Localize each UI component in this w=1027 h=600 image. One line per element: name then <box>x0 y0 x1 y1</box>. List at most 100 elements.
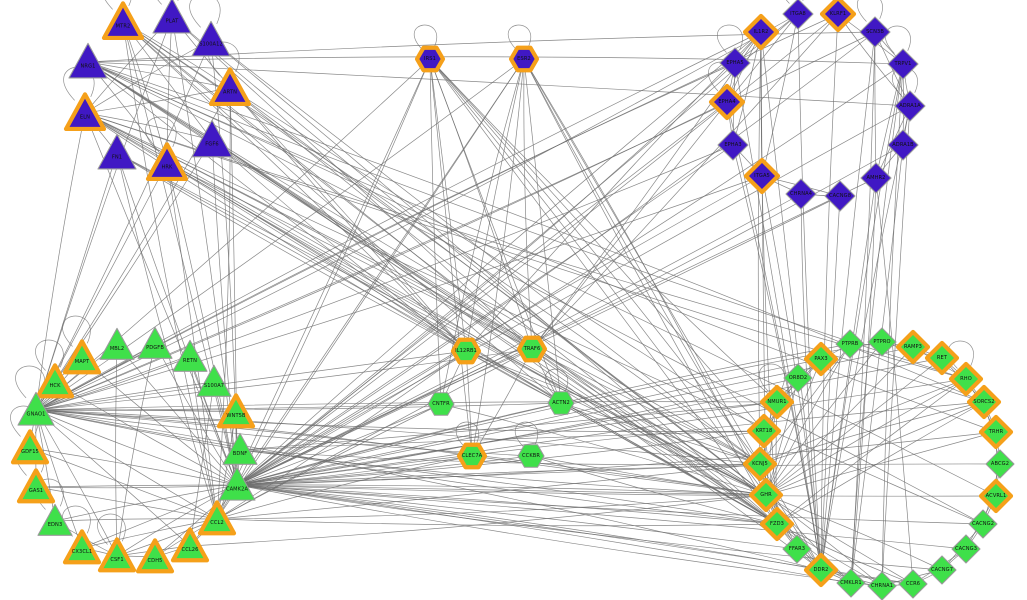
graph-node-epha5[interactable]: EPHA5 <box>716 44 754 82</box>
graph-node-esr2[interactable]: ESR2 <box>507 42 541 76</box>
graph-node-cdh5[interactable]: CDH5 <box>134 537 176 577</box>
node-shape-triangle <box>97 537 137 573</box>
edge <box>523 58 778 525</box>
node-shape-diamond <box>859 16 891 48</box>
graph-node-cacng8[interactable]: CACNG8 <box>821 177 859 215</box>
node-shape-triangle <box>62 529 102 565</box>
graph-node-amhr2[interactable]: AMHR2 <box>857 159 895 197</box>
edge <box>236 31 876 486</box>
edge <box>166 162 533 350</box>
graph-node-mtr2[interactable]: MTR2 <box>100 0 146 43</box>
edge <box>236 401 985 486</box>
graph-node-chrna4[interactable]: CHRNA4 <box>782 175 820 213</box>
graph-node-hrk[interactable]: HRK <box>144 141 190 184</box>
graph-node-nrg1[interactable]: NRG1 <box>65 40 111 83</box>
node-shape-diamond <box>860 162 892 194</box>
edge <box>35 401 778 411</box>
edge <box>35 101 728 411</box>
node-shape-diamond <box>759 384 795 420</box>
graph-node-gdf15[interactable]: GDF15 <box>9 428 51 468</box>
edge <box>850 63 904 584</box>
graph-node-wnt5b[interactable]: WNT5B <box>215 392 257 432</box>
edge <box>440 403 767 496</box>
node-shape-triangle <box>16 468 56 504</box>
graph-node-fn1[interactable]: FN1 <box>94 131 140 174</box>
graph-node-artn[interactable]: ARTN <box>207 66 253 109</box>
edge <box>531 348 767 496</box>
node-shape-diamond <box>708 83 746 121</box>
graph-node-traf6[interactable]: TRAF6 <box>515 332 549 366</box>
graph-node-csf1[interactable]: CSF1 <box>96 536 138 576</box>
edge <box>210 39 761 465</box>
edge <box>236 357 943 486</box>
edge <box>87 61 984 525</box>
edge <box>523 58 562 404</box>
node-shape-triangle <box>135 538 175 574</box>
edge <box>35 58 525 411</box>
graph-node-ccr6[interactable]: CCR6 <box>895 566 931 600</box>
edge <box>560 402 767 496</box>
graph-node-trpv1[interactable]: TRPV1 <box>884 45 922 83</box>
edge <box>54 518 218 522</box>
node-shape-diamond <box>824 180 856 212</box>
node-shape-triangle <box>196 364 232 397</box>
edge <box>35 409 83 549</box>
edge <box>875 177 914 585</box>
edge <box>35 409 237 413</box>
edge <box>765 494 914 585</box>
node-shape-triangle <box>137 326 173 359</box>
graph-node-klrf1[interactable]: KLRF1 <box>818 0 858 34</box>
node-shape-diamond <box>742 13 780 51</box>
edge <box>236 431 997 486</box>
edge <box>35 484 767 496</box>
edge <box>210 39 778 525</box>
node-shape-diamond <box>894 90 926 122</box>
edge <box>35 175 763 411</box>
edge <box>87 61 761 465</box>
edge <box>229 87 467 352</box>
edge <box>429 58 778 525</box>
graph-node-actn2[interactable]: ACTN2 <box>544 386 578 420</box>
graph-node-cntfr[interactable]: CNTFR <box>424 387 458 421</box>
edge <box>776 401 985 525</box>
graph-node-cckbr[interactable]: CCKBR <box>514 439 548 473</box>
graph-node-il12rb1[interactable]: IL12RB1 <box>449 334 483 368</box>
graph-node-adra1a[interactable]: ADRA1A <box>891 87 929 125</box>
edge <box>81 518 218 549</box>
node-shape-triangle <box>62 339 102 375</box>
self-loop-edge <box>508 24 531 50</box>
edge <box>236 455 532 486</box>
edge <box>81 357 238 486</box>
edge <box>236 484 997 497</box>
edge <box>35 409 118 557</box>
node-shape-triangle <box>172 339 208 372</box>
edge <box>216 58 525 520</box>
graph-node-clec7a[interactable]: CLEC7A <box>455 439 489 473</box>
edge <box>54 484 238 522</box>
node-shape-diamond <box>819 0 857 33</box>
graph-node-fgf6[interactable]: FGF6 <box>188 118 236 163</box>
edge <box>35 402 562 411</box>
graph-node-irs1[interactable]: IRS1 <box>413 42 447 76</box>
edge <box>81 484 238 549</box>
edge <box>236 377 799 486</box>
node-shape-triangle <box>218 466 256 501</box>
graph-node-itga5[interactable]: ITGA5 <box>742 156 782 196</box>
edge <box>211 139 767 496</box>
self-loop-edge <box>145 116 177 151</box>
edge <box>116 152 218 520</box>
node-shape-hexagon <box>508 45 540 73</box>
graph-node-eln[interactable]: ELN <box>62 91 108 134</box>
graph-node-s100a12[interactable]: S100A12 <box>188 18 234 61</box>
edge <box>35 39 212 411</box>
graph-node-epha4[interactable]: EPHA4 <box>707 82 747 122</box>
edge <box>35 409 238 486</box>
edge <box>236 484 798 550</box>
node-shape-diamond <box>887 48 919 80</box>
node-shape-diamond <box>985 449 1015 479</box>
node-shape-diamond <box>803 552 839 588</box>
node-shape-diamond <box>895 329 931 365</box>
graph-node-gnao1[interactable]: GNAO1 <box>14 389 58 431</box>
graph-node-itga8[interactable]: ITGA8 <box>779 0 817 33</box>
